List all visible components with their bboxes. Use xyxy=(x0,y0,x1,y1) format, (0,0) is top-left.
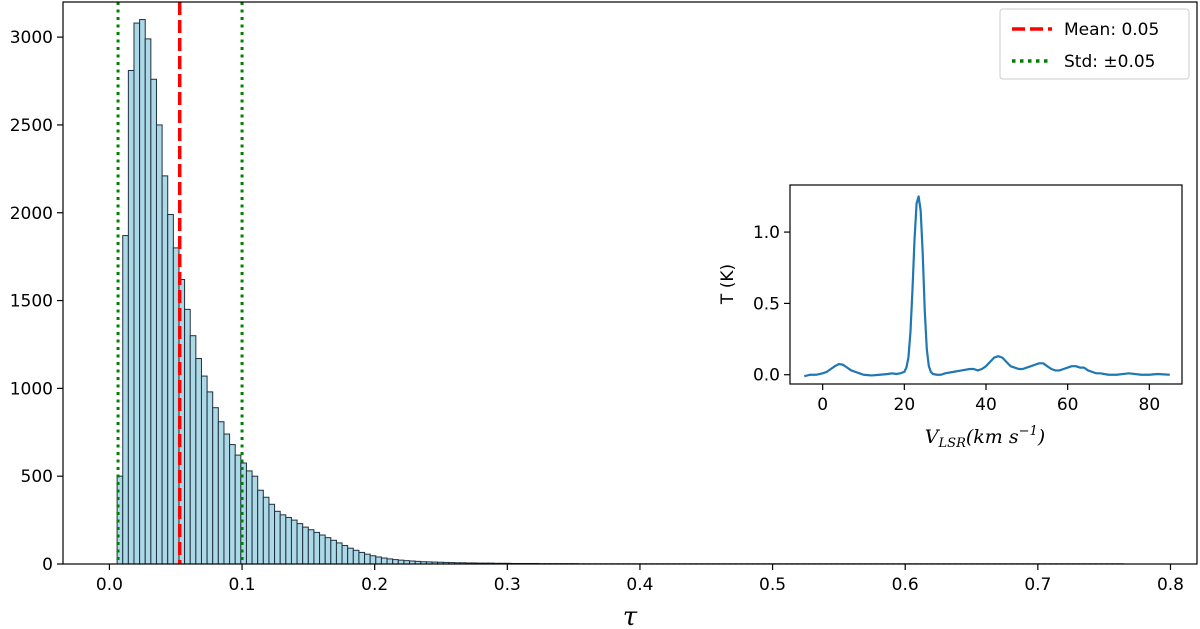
histogram-bar xyxy=(127,69,135,565)
x-tick-label: 0.3 xyxy=(494,575,521,595)
main-histogram-plot: 0.0 0.1 0.2 0.3 0.4 0.5 0.6 0.7 0.8 0 500 1000 1500… xyxy=(10,1,1198,629)
y-tick-label: 2500 xyxy=(10,116,53,136)
inset-x-tick-label: 20 xyxy=(894,395,916,415)
inset-x-tick-label: 60 xyxy=(1057,395,1079,415)
histogram-bar xyxy=(392,559,399,565)
histogram-bar xyxy=(347,547,354,565)
y-tick-label: 2000 xyxy=(10,204,53,224)
y-tick-label: 0 xyxy=(42,555,53,575)
inset-y-ticks: 0.0 0.5 1.0 xyxy=(753,223,790,386)
histogram-bar xyxy=(364,553,371,565)
legend-std-label: Std: ±0.05 xyxy=(1064,52,1155,72)
histogram-bar xyxy=(223,433,231,565)
histogram-bar xyxy=(200,375,208,565)
histogram-bar xyxy=(167,214,174,565)
main-x-axis-title: τ xyxy=(623,602,638,629)
inset-x-title-units: (km s xyxy=(966,426,1019,448)
histogram-bar xyxy=(206,391,214,565)
histogram-bar xyxy=(217,421,225,565)
histogram-bar xyxy=(234,454,242,565)
y-tick-label: 500 xyxy=(21,467,53,487)
histogram-bar xyxy=(274,510,281,565)
x-tick-label: 0.6 xyxy=(892,575,919,595)
histogram-bar xyxy=(313,531,321,565)
histogram-bar xyxy=(319,534,326,565)
y-tick-label: 1000 xyxy=(10,379,53,399)
x-tick-label: 0.5 xyxy=(759,575,786,595)
histogram-bar xyxy=(251,475,259,565)
inset-x-tick-label: 0 xyxy=(817,395,828,415)
histogram-bar xyxy=(144,38,152,565)
histogram-bar xyxy=(330,539,337,565)
inset-y-tick-label: 0.5 xyxy=(753,294,780,314)
histogram-bar xyxy=(352,549,360,565)
inset-spectrum-plot: 0 20 40 60 80 0.0 0.5 1.0 T (K) VLSR(km s−1) xyxy=(718,184,1183,451)
histogram-bar xyxy=(150,78,157,565)
histogram-bar xyxy=(133,22,141,565)
inset-x-axis-title: VLSR(km s−1) xyxy=(925,424,1045,451)
histogram-bar xyxy=(161,175,169,565)
x-tick-label: 0.2 xyxy=(361,575,388,595)
histogram-bar xyxy=(285,516,292,565)
inset-y-tick-label: 1.0 xyxy=(753,223,780,243)
inset-x-ticks: 0 20 40 60 80 xyxy=(817,384,1160,415)
histogram-bar xyxy=(290,519,298,565)
main-x-ticks: 0.0 0.1 0.2 0.3 0.4 0.5 0.6 0.7 0.8 xyxy=(96,564,1184,595)
histogram-bar xyxy=(307,529,315,565)
histogram-bar xyxy=(324,537,332,565)
histogram-bar xyxy=(302,526,309,565)
inset-y-tick-label: 0.0 xyxy=(753,366,780,386)
x-tick-label: 0.1 xyxy=(229,575,256,595)
histogram-bar xyxy=(358,551,366,565)
inset-x-title-main: V xyxy=(925,426,941,448)
histogram-bar xyxy=(380,557,388,565)
histogram-bar xyxy=(139,19,146,565)
histogram-bar xyxy=(212,407,219,565)
inset-x-tick-label: 80 xyxy=(1139,395,1161,415)
histogram-bar xyxy=(369,555,377,565)
legend-mean-label: Mean: 0.05 xyxy=(1064,20,1159,40)
histogram-bar xyxy=(122,235,129,565)
histogram-bar xyxy=(268,503,276,565)
inset-spectrum-line xyxy=(804,195,1170,378)
inset-x-tick-label: 40 xyxy=(975,395,997,415)
histogram-bar xyxy=(335,542,343,565)
histogram-bar xyxy=(229,444,236,565)
legend: Mean: 0.05 Std: ±0.05 xyxy=(999,8,1190,80)
x-tick-label: 0.0 xyxy=(96,575,123,595)
histogram-bar xyxy=(296,523,304,565)
histogram-bar xyxy=(245,470,253,565)
histogram-bar xyxy=(189,335,197,565)
histogram-bar xyxy=(375,556,382,565)
main-axes-frame xyxy=(62,1,1198,565)
x-tick-label: 0.7 xyxy=(1024,575,1051,595)
inset-x-title-exp: −1 xyxy=(1019,424,1038,439)
x-tick-label: 0.4 xyxy=(626,575,653,595)
inset-y-axis-title: T (K) xyxy=(718,264,738,305)
histogram-bar xyxy=(257,489,264,565)
inset-background xyxy=(790,185,1182,384)
reference-lines xyxy=(116,2,244,564)
x-tick-label: 0.8 xyxy=(1157,575,1184,595)
histogram-bar xyxy=(386,558,394,565)
histogram-bar xyxy=(262,496,270,565)
y-tick-label: 3000 xyxy=(10,28,53,48)
histogram-bar xyxy=(195,358,202,565)
inset-x-title-sub: LSR xyxy=(938,436,967,451)
inset-x-title-close: ) xyxy=(1037,426,1045,448)
main-y-ticks: 0 500 1000 1500 2000 2500 3000 xyxy=(10,28,63,575)
histogram-bar xyxy=(184,308,191,565)
y-tick-label: 1500 xyxy=(10,292,53,312)
histogram-bar xyxy=(155,124,163,565)
histogram-bar xyxy=(341,545,349,565)
histogram-bar xyxy=(279,514,287,565)
